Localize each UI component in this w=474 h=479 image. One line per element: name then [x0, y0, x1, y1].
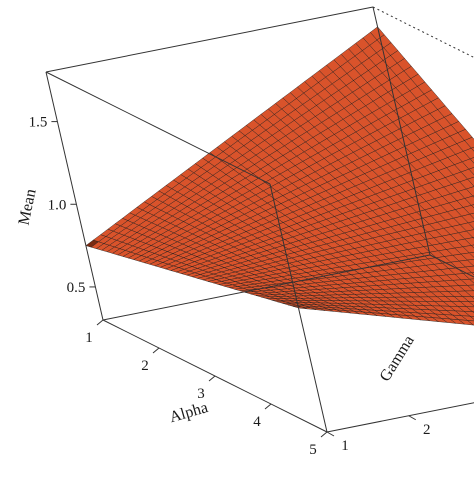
- x-tick-label: 3: [197, 386, 205, 402]
- x-tick-mark: [208, 375, 216, 382]
- box-edge-hidden: [372, 6, 474, 59]
- box-edge: [45, 71, 104, 321]
- x-tick-mark: [320, 431, 328, 438]
- box-edge: [102, 254, 431, 321]
- box-edge: [326, 402, 474, 433]
- box-edge: [372, 6, 431, 256]
- axis-ticks: 12345123450.51.01.5: [29, 115, 431, 458]
- surface-mesh: [85, 26, 474, 326]
- z-tick-label: 1.5: [29, 115, 48, 131]
- y-tick-label: 2: [423, 422, 431, 438]
- z-axis-title: Mean: [15, 187, 39, 226]
- y-tick-label: 1: [341, 438, 349, 454]
- x-tick-mark: [96, 319, 104, 326]
- y-tick-mark: [326, 431, 335, 437]
- x-tick-label: 2: [141, 358, 149, 374]
- x-tick-label: 5: [309, 442, 317, 458]
- box-edge: [45, 71, 271, 185]
- x-tick-mark: [264, 403, 272, 410]
- box-edge: [429, 254, 474, 278]
- y-axis-title: Gamma: [377, 333, 418, 385]
- z-tick-label: 0.5: [67, 280, 86, 296]
- x-axis-title: Alpha: [168, 399, 210, 426]
- x-tick-mark: [152, 347, 160, 354]
- y-tick-mark: [408, 415, 416, 421]
- box-edge: [45, 6, 374, 73]
- x-tick-label: 1: [85, 330, 93, 346]
- box-edge: [269, 183, 328, 433]
- surface-facet: [469, 157, 474, 164]
- surface-facet: [293, 306, 308, 310]
- x-tick-label: 4: [253, 414, 261, 430]
- z-tick-label: 1.0: [48, 197, 67, 213]
